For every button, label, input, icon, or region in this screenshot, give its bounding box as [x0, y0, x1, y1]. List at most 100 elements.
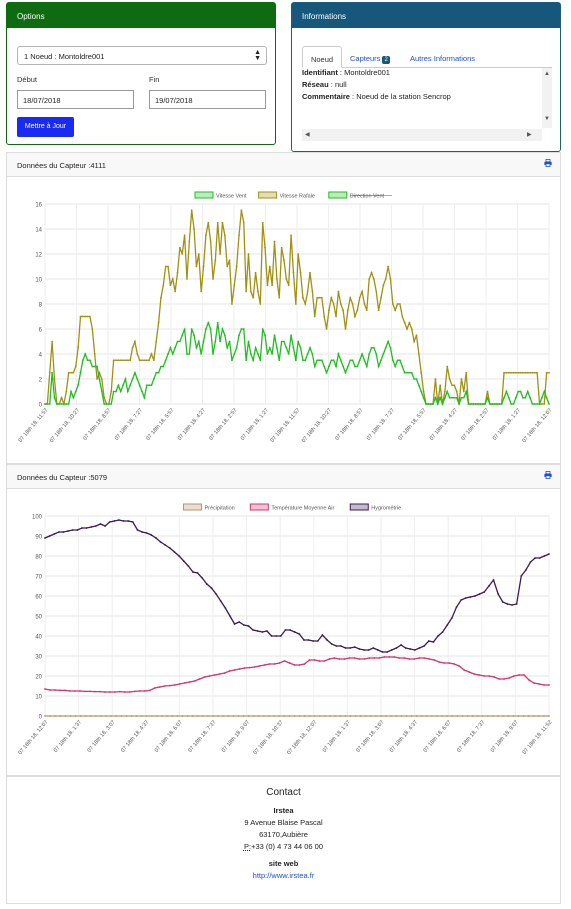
- x-tick-label: 07 18th 18, 8:57: [334, 407, 364, 441]
- data-point: [515, 603, 518, 605]
- data-point: [313, 315, 316, 318]
- data-point: [237, 715, 240, 717]
- x-tick-label: 07 18th 18, 2:57: [208, 407, 238, 441]
- data-point: [48, 403, 51, 405]
- data-point: [124, 359, 127, 362]
- data-point: [210, 587, 213, 589]
- data-point: [223, 672, 226, 674]
- data-point: [74, 390, 77, 393]
- data-point: [451, 715, 454, 717]
- data-point: [198, 678, 201, 680]
- tab-capteurs[interactable]: Capteurs 2: [350, 54, 390, 64]
- data-point: [335, 365, 337, 368]
- data-point: [191, 715, 194, 717]
- data-point: [280, 340, 283, 343]
- data-point: [105, 715, 107, 717]
- data-point: [318, 660, 321, 662]
- data-point: [178, 340, 181, 343]
- data-point: [176, 715, 179, 717]
- y-tick-label: 30: [35, 655, 42, 661]
- data-point: [171, 278, 174, 280]
- data-point: [222, 715, 225, 717]
- data-point: [205, 328, 207, 330]
- data-point: [548, 403, 550, 405]
- data-point: [94, 690, 96, 693]
- data-point: [292, 271, 295, 274]
- data-point: [226, 265, 229, 268]
- contact-section: Contact Irstea 9 Avenue Blaise Pascal 63…: [6, 776, 561, 904]
- data-point: [340, 645, 342, 647]
- data-point: [403, 321, 406, 324]
- data-point: [115, 715, 118, 717]
- tab-noeud[interactable]: Noeud: [302, 46, 342, 68]
- print-icon[interactable]: [544, 471, 552, 479]
- data-point: [319, 715, 321, 717]
- scroll-left-icon[interactable]: ◀: [305, 132, 310, 138]
- data-point: [382, 284, 385, 287]
- data-point: [79, 371, 82, 374]
- data-point: [351, 303, 354, 305]
- sensor-5079-title: Données du Capteur :5079: [7, 465, 560, 489]
- update-button[interactable]: Mettre à Jour: [17, 117, 74, 137]
- data-point: [157, 371, 160, 374]
- data-point: [124, 378, 127, 380]
- data-point: [118, 690, 121, 693]
- data-point: [228, 259, 231, 262]
- vertical-scrollbar[interactable]: ▲ ▼: [542, 68, 552, 128]
- data-point: [86, 359, 89, 362]
- tab-autres-informations[interactable]: Autres Informations: [410, 54, 476, 63]
- debut-date-input[interactable]: 18/07/2018: [17, 90, 134, 109]
- data-point: [446, 390, 449, 393]
- data-point: [160, 296, 162, 299]
- data-point: [325, 371, 328, 374]
- site-link[interactable]: http://www.irstea.fr: [252, 871, 315, 880]
- data-point: [498, 403, 501, 405]
- horizontal-scrollbar[interactable]: ◀ ▶: [302, 129, 542, 141]
- data-point: [408, 658, 411, 660]
- data-point: [63, 403, 65, 405]
- scroll-down-icon[interactable]: ▼: [544, 116, 550, 122]
- data-point: [279, 635, 282, 637]
- select-arrows-icon: ▲ ▼: [254, 49, 261, 62]
- data-point: [337, 353, 340, 355]
- data-point: [465, 371, 468, 374]
- data-point: [217, 715, 219, 717]
- data-point: [320, 296, 323, 299]
- data-point: [249, 290, 252, 293]
- data-point: [326, 639, 328, 641]
- fin-date-input[interactable]: 19/07/2018: [149, 90, 266, 109]
- data-point: [98, 378, 101, 380]
- data-point: [294, 359, 297, 362]
- print-icon[interactable]: [544, 159, 552, 167]
- data-point: [390, 649, 393, 651]
- y-tick-label: 60: [35, 595, 42, 601]
- data-point: [122, 384, 124, 387]
- data-point: [233, 623, 236, 625]
- data-point: [113, 691, 116, 693]
- data-point: [53, 378, 56, 380]
- data-point: [119, 359, 122, 362]
- data-point: [349, 296, 352, 299]
- data-point: [193, 228, 195, 230]
- data-point: [93, 365, 96, 368]
- data-point: [303, 639, 305, 641]
- legend-swatch: [258, 191, 278, 199]
- data-point: [361, 353, 363, 355]
- info-row: Commentaire : Noeud de la station Sencro…: [302, 92, 451, 101]
- scroll-right-icon[interactable]: ▶: [527, 132, 532, 138]
- data-point: [273, 240, 276, 243]
- scroll-up-icon[interactable]: ▲: [544, 71, 550, 77]
- data-point: [278, 715, 281, 717]
- data-point: [263, 664, 266, 666]
- data-point: [136, 353, 139, 355]
- data-point: [405, 715, 408, 717]
- data-point: [287, 284, 290, 287]
- data-point: [308, 659, 311, 661]
- data-point: [518, 674, 520, 676]
- data-point: [520, 575, 523, 577]
- data-point: [318, 359, 321, 362]
- data-point: [65, 390, 68, 393]
- data-point: [332, 359, 335, 362]
- node-select[interactable]: 1 Noeud : Montoldre001 ▲ ▼: [17, 46, 267, 65]
